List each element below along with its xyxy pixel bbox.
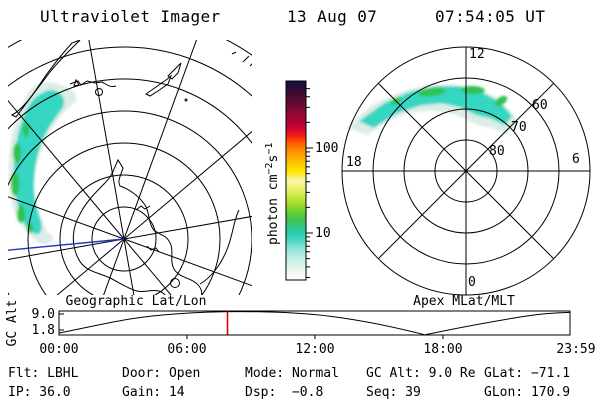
status-mode: Mode: Normal: [245, 366, 339, 381]
colorbar: 100 10 photon cm−2s−1: [264, 80, 338, 281]
coastline-new-zealand-south: [145, 74, 173, 97]
meridian-line: [123, 40, 197, 240]
status-dsp: Dsp: −0.8: [245, 385, 324, 400]
mlat-label-70: 70: [511, 120, 527, 135]
strip-ytick-lo: 1.8: [32, 323, 55, 338]
aurora-cyan-region: [359, 86, 513, 128]
colorbar-tick-label-10: 10: [315, 226, 331, 241]
mlt-spokes: [342, 47, 590, 295]
aurora-green-patch: [418, 87, 446, 97]
aurora-green-patch: [11, 172, 19, 196]
status-door: Door: Open: [122, 366, 201, 381]
colorbar-major-ticks: [306, 147, 313, 234]
mlat-label-80: 80: [489, 144, 505, 159]
mlt-label-12: 12: [469, 47, 485, 62]
small-island-dot: [184, 98, 188, 102]
strip-x-ticks: [186, 335, 444, 339]
app-title: Ultraviolet Imager: [40, 7, 221, 26]
time-label: 07:54:05 UT: [435, 7, 546, 26]
aurora-green-patch: [17, 205, 25, 223]
latitude-circle: [8, 46, 252, 97]
colorbar-gradient: [285, 80, 307, 281]
meridian-line: [123, 238, 172, 295]
coastline-australia-south: [69, 80, 117, 87]
plot-canvas: 100 10 photon cm−2s−1 12: [5, 40, 596, 357]
latitude-circle: [59, 174, 189, 295]
footpoint-track-line: [8, 238, 125, 251]
status-seq: Seq: 39: [366, 385, 421, 400]
strip-xtick-1800: 18:00: [423, 342, 462, 357]
ross-island-loop: [170, 278, 180, 288]
altitude-strip: 9.0 1.8 GC Alt 00:00 06:00 12:00 18:00 2…: [5, 300, 596, 357]
aurora-green-patch: [13, 143, 21, 163]
latitude-circle: [8, 110, 252, 295]
aurora-green-patch: [23, 123, 29, 137]
mlt-diagonal: [377, 82, 555, 260]
orbit-altitude-curve: [58, 311, 571, 336]
meridian-line: [123, 238, 252, 287]
meridian-line: [88, 40, 125, 240]
latitude-circle: [8, 78, 252, 144]
status-glat: GLat: −71.1: [484, 366, 571, 381]
date-label: 13 Aug 07: [287, 7, 378, 26]
status-gc-alt: GC Alt: 9.0 Re: [366, 366, 476, 381]
mlt-label-18: 18: [346, 155, 362, 170]
meridian-line: [103, 238, 125, 295]
strip-xtick-1200: 12:00: [295, 342, 334, 357]
meridian-line: [8, 238, 125, 260]
tasmania-mark: [73, 78, 80, 87]
meridian-line: [123, 238, 135, 295]
colorbar-tick-label-100: 100: [315, 141, 338, 156]
coastline-new-zealand-north: [167, 62, 182, 80]
chatham-island-marks: [231, 51, 252, 67]
geographic-map: [8, 40, 252, 295]
status-ip: IP: 36.0: [8, 385, 71, 400]
strip-ytick-hi: 9.0: [32, 307, 55, 322]
mlat-label-60: 60: [532, 98, 548, 113]
coastlines: [10, 40, 252, 295]
meridian-line: [123, 215, 252, 240]
colorbar-minor-ticks: [306, 88, 310, 278]
strip-y-ticks: [59, 313, 64, 331]
coastline-antarctica-detail: [135, 205, 240, 285]
title-bar: Ultraviolet Imager 13 Aug 07 07:54:05 UT: [0, 0, 600, 32]
apex-dial-labels: 12 0 18 6 60 70 80: [346, 47, 580, 290]
aurora-pale-region: [35, 232, 53, 244]
coastline-antarctica: [72, 158, 203, 295]
bass-bay-loop: [95, 88, 103, 96]
aurora-apex: [346, 84, 519, 136]
latitude-circles: [8, 40, 252, 295]
latitude-circle: [27, 142, 221, 295]
mlt-label-0: 0: [468, 275, 476, 290]
meridian-line: [8, 99, 125, 240]
status-filter: Flt: LBHL: [8, 366, 79, 381]
latitude-circle: [91, 206, 157, 272]
status-gain: Gain: 14: [122, 385, 185, 400]
right-plot-caption: Apex MLat/MLT: [413, 294, 515, 309]
left-plot-caption: Geographic Lat/Lon: [66, 294, 207, 309]
status-glon: GLon: 170.9: [484, 385, 571, 400]
meridian-line: [123, 130, 252, 240]
aurora-geographic: [8, 82, 77, 244]
strip-y-axis-label: GC Alt: [5, 300, 20, 347]
meridian-line: [8, 196, 125, 240]
aurora-green-patch: [461, 85, 485, 95]
aurora-green-patch: [494, 95, 508, 107]
status-bar: Flt: LBHL Door: Open Mode: Normal GC Alt…: [0, 357, 600, 400]
coastline-australia: [10, 40, 81, 118]
mlt-label-6: 6: [572, 152, 580, 167]
colorbar-unit-label: photon cm−2s−1: [264, 143, 281, 245]
apex-dial: 12 0 18 6 60 70 80: [341, 46, 591, 296]
strip-xtick-0600: 06:00: [167, 342, 206, 357]
strip-xtick-0000: 00:00: [39, 342, 78, 357]
strip-xtick-2359: 23:59: [556, 342, 595, 357]
